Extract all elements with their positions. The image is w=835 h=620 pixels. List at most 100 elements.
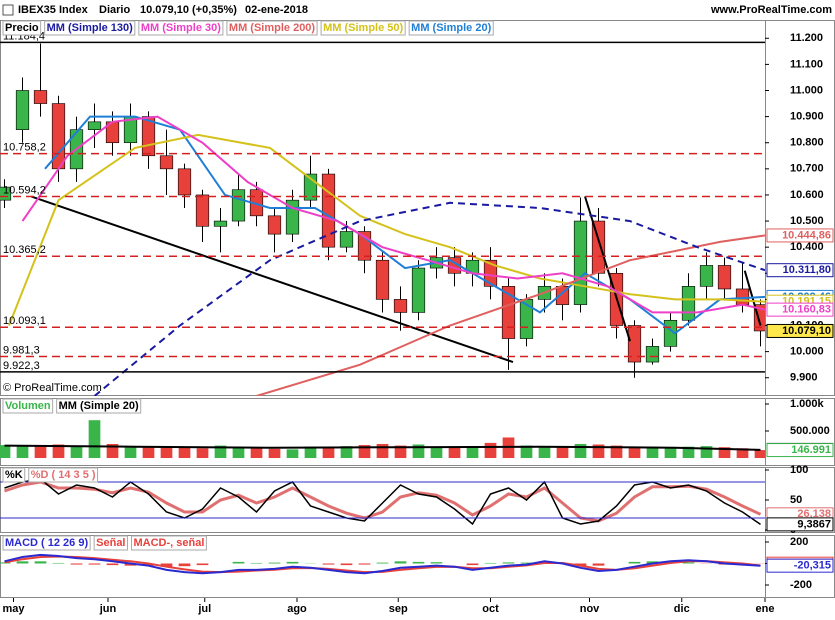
level-label: 10.594,2	[3, 184, 46, 196]
histogram-bar	[646, 561, 659, 564]
candle-body	[411, 267, 426, 313]
legend-label: MM (Simple 20)	[411, 22, 491, 34]
histogram-bar	[376, 562, 389, 564]
histogram-bar	[484, 562, 497, 564]
x-tick-label: ene	[756, 603, 775, 615]
legend-label: MM (Simple 200)	[229, 22, 316, 34]
histogram-bar	[70, 563, 83, 565]
series-line	[4, 444, 761, 451]
candle-body	[699, 265, 714, 287]
series-line	[256, 234, 765, 396]
series-line	[21, 115, 765, 314]
candle-body	[33, 90, 48, 104]
x-tick-label: jul	[197, 603, 211, 615]
x-tick-label: may	[2, 603, 25, 615]
quote: 10.079,10 (+0,35%)	[140, 4, 237, 16]
series-line	[93, 201, 765, 396]
end-label-group: -20,315	[766, 558, 834, 573]
end-label-group: 9,3867	[766, 517, 834, 532]
candle-body	[159, 155, 174, 170]
candle-body	[501, 286, 516, 339]
histogram-bar	[430, 562, 443, 564]
volume-bar	[556, 446, 569, 459]
histogram-bar	[124, 563, 137, 566]
end-label-box	[766, 517, 834, 532]
volume-bar	[646, 446, 659, 459]
legend-box	[320, 20, 406, 36]
volume-bar	[628, 447, 641, 459]
legend-box	[131, 535, 207, 551]
y-tick-label: 50	[790, 494, 802, 506]
histogram-bar	[286, 561, 299, 564]
volume-bar	[466, 446, 479, 459]
plot	[0, 43, 765, 396]
volume-bar	[124, 446, 137, 459]
x-tick-label: nov	[580, 603, 600, 615]
volume-bar	[268, 448, 281, 459]
header-bar	[0, 0, 835, 20]
y-tick-label: 10.900	[790, 111, 824, 123]
y-tick-label: -200	[790, 579, 812, 591]
legend-box	[2, 535, 91, 551]
volume-bar	[34, 446, 47, 459]
volume-bar	[736, 448, 749, 459]
symbol-icon	[2, 4, 14, 16]
end-label-group: 10.079,10	[766, 323, 834, 338]
volume-bar	[160, 447, 173, 459]
legend-box	[44, 20, 136, 36]
candle-body	[735, 288, 750, 305]
panel-frame	[0, 467, 835, 533]
end-label: -20,315	[794, 560, 831, 572]
histogram-bar	[358, 563, 371, 565]
legend-box	[2, 467, 26, 483]
volume-bar	[664, 447, 677, 459]
level-label: 10.365,2	[3, 244, 46, 256]
legend-label: %K	[5, 469, 23, 481]
end-label-group: 10.160,83	[766, 302, 834, 317]
end-label: 10.311,80	[783, 264, 831, 276]
volume-bar	[232, 447, 245, 459]
y-tick-label: 10.700	[790, 163, 824, 175]
histogram-bar	[178, 563, 191, 567]
candle-body	[753, 304, 765, 332]
legend-label: %D ( 14 3 5 )	[31, 469, 96, 481]
histogram-bar	[88, 563, 101, 565]
candle-body	[393, 299, 408, 313]
volume-bar	[70, 445, 83, 459]
legend-box	[93, 535, 128, 551]
end-label: 10.444,86	[782, 229, 831, 241]
candle-body	[15, 90, 30, 130]
volume-bar	[574, 443, 587, 459]
end-label-group: 146.991	[766, 443, 834, 458]
candle-body	[375, 259, 390, 300]
volume-bar	[16, 446, 29, 459]
histogram-bar	[682, 562, 695, 564]
y-tick-label: 10.800	[790, 137, 824, 149]
volume-bar	[340, 446, 353, 459]
legend-label: MM (Simple 130)	[47, 22, 134, 34]
volume-bar	[718, 447, 731, 459]
volume-bar	[88, 420, 101, 459]
volume-bar	[412, 444, 425, 459]
legend-label: MM (Simple 50)	[323, 22, 403, 34]
candle-body	[573, 220, 588, 305]
histogram-bar	[412, 561, 425, 564]
volume-bar	[754, 450, 765, 459]
end-label-box	[766, 263, 834, 278]
level-label: 10.758,2	[3, 142, 46, 154]
y-tick-label: 9.900	[790, 372, 818, 384]
candle-body	[645, 346, 660, 363]
legend-label: MACD-, señal	[134, 537, 205, 549]
histogram-bar	[394, 561, 407, 564]
histogram-bar	[322, 563, 335, 565]
histogram-bar	[232, 561, 245, 564]
y-tick-label: 500.000	[790, 425, 830, 437]
y-tick-label: 200	[790, 536, 808, 548]
volume-bar	[178, 446, 191, 459]
y-tick-label: 1.000k	[790, 398, 825, 410]
end-label-group: 10.311,80	[766, 263, 834, 278]
volume-bar	[592, 444, 605, 459]
end-label-box	[766, 558, 834, 573]
candle-body	[717, 265, 732, 290]
